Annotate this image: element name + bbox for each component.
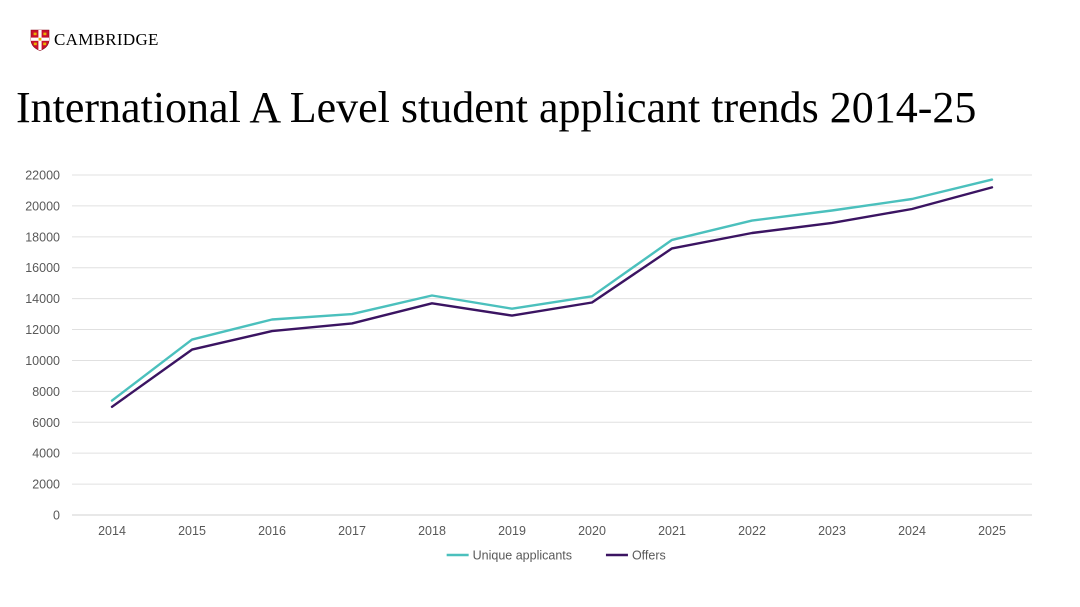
brand-name: CAMBRIDGE	[54, 30, 159, 49]
x-tick-label: 2022	[738, 524, 766, 538]
y-tick-label: 6000	[32, 416, 60, 430]
x-tick-label: 2024	[898, 524, 926, 538]
y-tick-label: 4000	[32, 447, 60, 461]
x-tick-label: 2017	[338, 524, 366, 538]
cambridge-shield-icon	[30, 29, 50, 51]
x-tick-label: 2018	[418, 524, 446, 538]
x-tick-label: 2016	[258, 524, 286, 538]
cambridge-logo: CAMBRIDGE	[30, 29, 159, 51]
y-tick-label: 8000	[32, 385, 60, 399]
legend-label: Offers	[632, 549, 666, 563]
x-tick-label: 2020	[578, 524, 606, 538]
y-tick-label: 2000	[32, 478, 60, 492]
y-tick-label: 0	[53, 509, 60, 523]
series-line-unique-applicants	[110, 178, 994, 402]
x-tick-label: 2021	[658, 524, 686, 538]
x-tick-label: 2015	[178, 524, 206, 538]
y-tick-label: 22000	[25, 169, 60, 183]
y-tick-label: 12000	[25, 323, 60, 337]
y-tick-label: 14000	[25, 292, 60, 306]
y-tick-label: 18000	[25, 230, 60, 244]
y-tick-label: 20000	[25, 199, 60, 213]
series-line-offers	[110, 186, 994, 408]
page-title: International A Level student applicant …	[16, 83, 977, 132]
x-tick-label: 2014	[98, 524, 126, 538]
y-tick-label: 16000	[25, 261, 60, 275]
x-tick-label: 2019	[498, 524, 526, 538]
legend-label: Unique applicants	[473, 549, 572, 563]
x-tick-label: 2023	[818, 524, 846, 538]
x-tick-label: 2025	[978, 524, 1006, 538]
y-tick-label: 10000	[25, 354, 60, 368]
